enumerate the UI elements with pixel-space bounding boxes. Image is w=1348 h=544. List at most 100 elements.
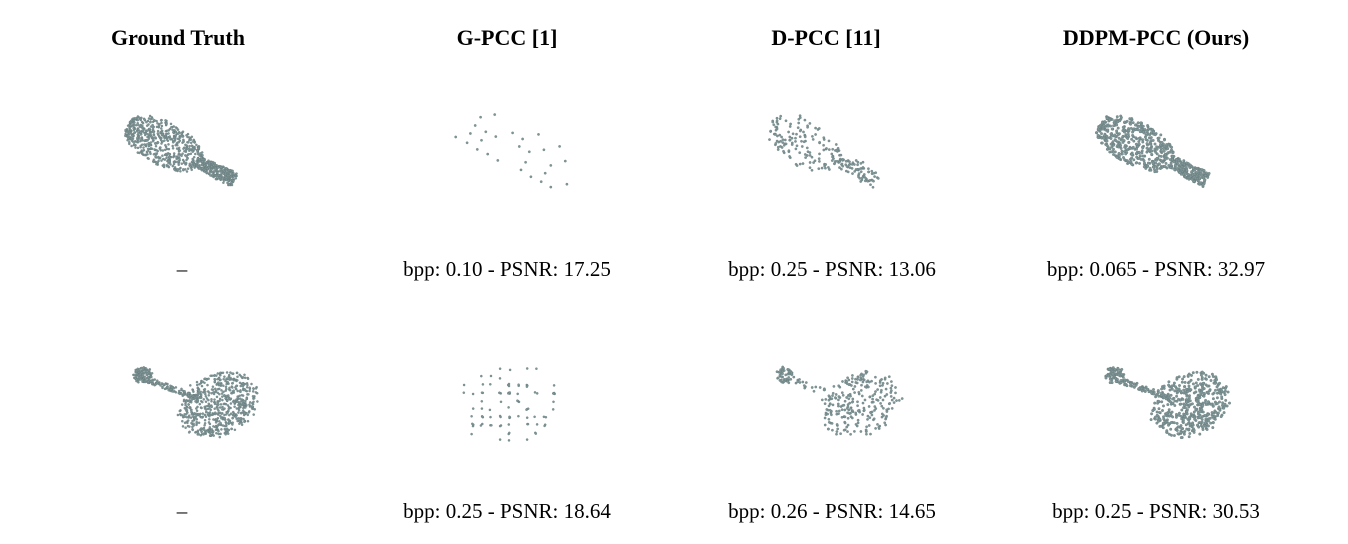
- point: [1158, 424, 1162, 428]
- point: [876, 177, 880, 180]
- point: [846, 430, 849, 433]
- point: [219, 166, 223, 169]
- point: [781, 138, 785, 142]
- point: [1144, 133, 1148, 137]
- point: [207, 166, 211, 169]
- point: [1136, 145, 1140, 149]
- point: [784, 378, 787, 382]
- point: [535, 392, 539, 395]
- point: [1102, 136, 1106, 140]
- point: [1146, 164, 1150, 168]
- point: [212, 392, 216, 396]
- point: [498, 377, 502, 380]
- point: [848, 166, 852, 170]
- point: [864, 428, 868, 432]
- point: [1150, 412, 1154, 416]
- point: [1127, 129, 1131, 133]
- point: [256, 400, 259, 403]
- point: [839, 153, 843, 157]
- point: [1192, 179, 1196, 183]
- point: [863, 179, 867, 183]
- pointcloud-r1-ddpm-pcc: [1060, 100, 1280, 250]
- point: [1183, 403, 1186, 407]
- point: [884, 423, 887, 427]
- point: [213, 402, 217, 406]
- point: [171, 128, 174, 132]
- point: [878, 396, 882, 399]
- point: [794, 147, 798, 151]
- point: [173, 168, 176, 171]
- point: [895, 399, 898, 402]
- point: [147, 369, 151, 372]
- point: [1221, 386, 1225, 390]
- point: [1173, 163, 1177, 167]
- point: [1101, 127, 1105, 131]
- point: [870, 178, 874, 182]
- point: [484, 130, 488, 134]
- point: [521, 137, 524, 141]
- point: [185, 170, 189, 173]
- point: [856, 409, 860, 413]
- point: [871, 185, 875, 189]
- point: [1184, 423, 1188, 427]
- point: [1182, 375, 1186, 379]
- point: [822, 388, 826, 392]
- point: [225, 394, 229, 398]
- point: [828, 168, 831, 171]
- point: [496, 159, 500, 162]
- point: [1182, 388, 1186, 392]
- point: [1190, 422, 1194, 426]
- point: [818, 160, 821, 163]
- point: [1162, 146, 1166, 150]
- point: [218, 397, 222, 401]
- point: [867, 167, 870, 171]
- point: [1186, 422, 1190, 425]
- point: [167, 160, 171, 163]
- point: [136, 140, 140, 144]
- point: [883, 394, 887, 398]
- point: [169, 163, 172, 166]
- point: [845, 380, 848, 383]
- point: [230, 391, 234, 395]
- point: [175, 127, 179, 130]
- point: [212, 430, 215, 433]
- point: [224, 379, 227, 383]
- point: [526, 407, 530, 410]
- point: [140, 151, 144, 155]
- point: [778, 133, 782, 137]
- point: [486, 152, 490, 156]
- point: [795, 164, 799, 167]
- point: [782, 366, 785, 370]
- point: [1160, 387, 1164, 391]
- point: [1129, 126, 1133, 130]
- point: [163, 139, 166, 142]
- point: [243, 376, 247, 380]
- point: [837, 395, 841, 398]
- point: [210, 170, 214, 174]
- point: [1196, 377, 1200, 381]
- point: [235, 384, 238, 388]
- point: [182, 168, 185, 171]
- point: [517, 145, 521, 148]
- point: [894, 391, 897, 395]
- point: [142, 128, 146, 131]
- point: [850, 400, 854, 404]
- point: [804, 381, 808, 384]
- point: [1198, 169, 1202, 173]
- point: [1213, 381, 1217, 385]
- point: [199, 427, 203, 430]
- point: [195, 407, 198, 410]
- point: [1190, 170, 1194, 174]
- point: [1164, 154, 1168, 158]
- point: [1166, 147, 1170, 151]
- point: [163, 158, 167, 161]
- point: [198, 154, 201, 157]
- point: [186, 424, 190, 428]
- point: [246, 419, 250, 423]
- point: [224, 402, 228, 406]
- point: [137, 131, 140, 135]
- point: [227, 407, 231, 411]
- point: [831, 394, 834, 398]
- point: [856, 160, 860, 164]
- point: [230, 172, 234, 176]
